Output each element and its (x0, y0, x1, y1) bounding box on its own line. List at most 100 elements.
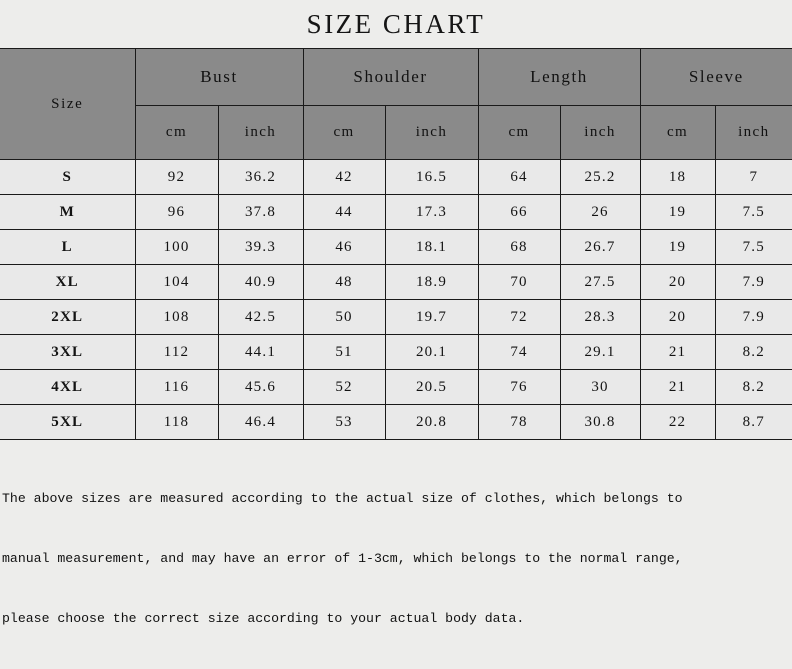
unit-header-bust-inch: inch (217, 105, 304, 160)
cell-sleeve-inch: 8.7 (714, 404, 792, 440)
table-row: M 96 37.8 44 17.3 66 26 19 7.5 (0, 194, 792, 230)
cell-shoulder-cm: 53 (302, 404, 386, 440)
cell-shoulder-cm: 46 (302, 229, 386, 265)
cell-sleeve-cm: 21 (639, 334, 716, 370)
cell-size: XL (0, 264, 136, 300)
cell-length-inch: 28.3 (559, 299, 641, 335)
column-header-size: Size (0, 48, 136, 160)
cell-length-cm: 76 (477, 369, 561, 405)
cell-shoulder-inch: 18.9 (384, 264, 479, 300)
cell-bust-cm: 112 (134, 334, 219, 370)
column-group-length: Length (477, 48, 641, 106)
cell-bust-inch: 44.1 (217, 334, 304, 370)
table-row: L 100 39.3 46 18.1 68 26.7 19 7.5 (0, 229, 792, 265)
cell-size: S (0, 159, 136, 195)
unit-header-shoulder-inch: inch (384, 105, 479, 160)
cell-bust-cm: 100 (134, 229, 219, 265)
unit-header-bust-cm: cm (135, 105, 219, 160)
table-row: 4XL 116 45.6 52 20.5 76 30 21 8.2 (0, 369, 792, 405)
cell-length-inch: 25.2 (559, 159, 641, 195)
cell-bust-cm: 92 (134, 159, 219, 195)
unit-header-sleeve-cm: cm (639, 105, 716, 160)
cell-shoulder-inch: 20.5 (384, 369, 479, 405)
cell-size: L (0, 229, 136, 265)
column-group-shoulder: Shoulder (302, 48, 479, 106)
cell-size: 5XL (0, 404, 136, 440)
cell-length-inch: 29.1 (559, 334, 641, 370)
cell-bust-inch: 39.3 (217, 229, 304, 265)
cell-shoulder-inch: 20.8 (384, 404, 479, 440)
measurement-disclaimer: The above sizes are measured according t… (0, 440, 792, 669)
cell-bust-cm: 104 (134, 264, 219, 300)
title-bar: SIZE CHART (0, 0, 792, 48)
cell-length-inch: 30.8 (559, 404, 641, 440)
cell-sleeve-cm: 21 (639, 369, 716, 405)
unit-header-shoulder-cm: cm (302, 105, 386, 160)
unit-header-sleeve-inch: inch (714, 105, 792, 160)
cell-sleeve-cm: 22 (639, 404, 716, 440)
unit-header-length-cm: cm (477, 105, 561, 160)
cell-sleeve-cm: 20 (639, 299, 716, 335)
column-group-bust: Bust (134, 48, 304, 106)
cell-length-cm: 72 (477, 299, 561, 335)
cell-sleeve-inch: 7.9 (714, 299, 792, 335)
cell-sleeve-inch: 7.5 (714, 194, 792, 230)
cell-shoulder-cm: 44 (302, 194, 386, 230)
cell-bust-cm: 116 (134, 369, 219, 405)
cell-sleeve-cm: 20 (639, 264, 716, 300)
table-row: XL 104 40.9 48 18.9 70 27.5 20 7.9 (0, 264, 792, 300)
cell-size: 3XL (0, 334, 136, 370)
cell-shoulder-inch: 16.5 (384, 159, 479, 195)
disclaimer-line-3: please choose the correct size according… (2, 611, 525, 626)
cell-size: 2XL (0, 299, 136, 335)
cell-bust-inch: 42.5 (217, 299, 304, 335)
cell-length-cm: 68 (477, 229, 561, 265)
cell-shoulder-inch: 17.3 (384, 194, 479, 230)
table-row: 5XL 118 46.4 53 20.8 78 30.8 22 8.7 (0, 404, 792, 440)
cell-shoulder-cm: 42 (302, 159, 386, 195)
cell-bust-cm: 118 (134, 404, 219, 440)
header-group-row: Size Bust Shoulder Length Sleeve (0, 48, 792, 160)
unit-header-length-inch: inch (559, 105, 641, 160)
cell-shoulder-cm: 52 (302, 369, 386, 405)
cell-bust-inch: 45.6 (217, 369, 304, 405)
disclaimer-line-1: The above sizes are measured according t… (2, 491, 683, 506)
size-chart-table: Size Bust Shoulder Length Sleeve cm inch… (0, 48, 792, 440)
cell-length-inch: 27.5 (559, 264, 641, 300)
cell-bust-inch: 46.4 (217, 404, 304, 440)
size-chart-page: SIZE CHART Size Bust Shoulder Length Sle… (0, 0, 792, 626)
table-row: 3XL 112 44.1 51 20.1 74 29.1 21 8.2 (0, 334, 792, 370)
cell-sleeve-cm: 19 (639, 194, 716, 230)
cell-shoulder-cm: 50 (302, 299, 386, 335)
table-body: S 92 36.2 42 16.5 64 25.2 18 7 M 96 37.8… (0, 159, 792, 440)
cell-length-inch: 26 (559, 194, 641, 230)
cell-bust-inch: 37.8 (217, 194, 304, 230)
cell-bust-inch: 36.2 (217, 159, 304, 195)
cell-length-cm: 64 (477, 159, 561, 195)
cell-length-cm: 74 (477, 334, 561, 370)
cell-shoulder-cm: 48 (302, 264, 386, 300)
table-row: 2XL 108 42.5 50 19.7 72 28.3 20 7.9 (0, 299, 792, 335)
cell-sleeve-cm: 18 (639, 159, 716, 195)
cell-sleeve-cm: 19 (639, 229, 716, 265)
cell-sleeve-inch: 8.2 (714, 369, 792, 405)
cell-length-inch: 30 (559, 369, 641, 405)
column-group-sleeve: Sleeve (639, 48, 792, 106)
disclaimer-line-2: manual measurement, and may have an erro… (2, 551, 683, 566)
cell-bust-cm: 108 (134, 299, 219, 335)
cell-sleeve-inch: 8.2 (714, 334, 792, 370)
cell-size: 4XL (0, 369, 136, 405)
cell-length-cm: 70 (477, 264, 561, 300)
cell-length-cm: 78 (477, 404, 561, 440)
cell-bust-inch: 40.9 (217, 264, 304, 300)
cell-length-cm: 66 (477, 194, 561, 230)
cell-shoulder-inch: 20.1 (384, 334, 479, 370)
cell-size: M (0, 194, 136, 230)
cell-sleeve-inch: 7.9 (714, 264, 792, 300)
cell-shoulder-inch: 18.1 (384, 229, 479, 265)
cell-sleeve-inch: 7.5 (714, 229, 792, 265)
cell-length-inch: 26.7 (559, 229, 641, 265)
cell-sleeve-inch: 7 (714, 159, 792, 195)
cell-shoulder-inch: 19.7 (384, 299, 479, 335)
page-title: SIZE CHART (306, 8, 486, 39)
